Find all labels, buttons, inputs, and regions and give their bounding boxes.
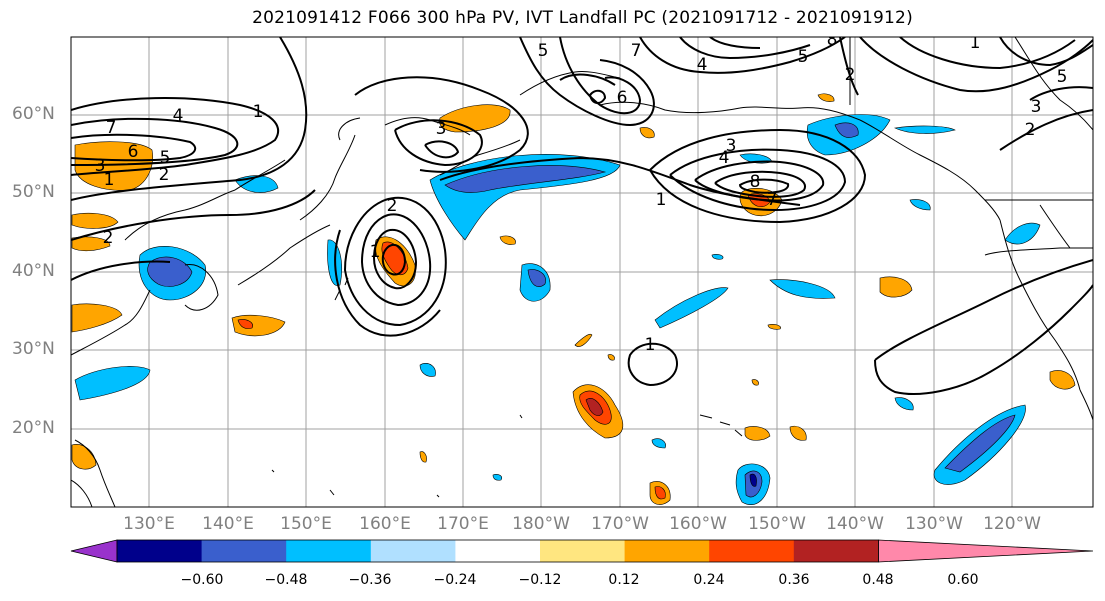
contour-label: 1 bbox=[970, 33, 981, 53]
lon-label: 130°W bbox=[905, 514, 963, 534]
contour-label: 4 bbox=[719, 148, 730, 168]
lat-label-30n: 30°N bbox=[12, 339, 55, 359]
lon-label: 130°E bbox=[123, 514, 175, 534]
coastlines bbox=[71, 37, 1093, 507]
lat-label-60n: 60°N bbox=[12, 104, 55, 124]
colorbar-tick: 0.48 bbox=[862, 572, 894, 588]
colorbar bbox=[70, 539, 1094, 563]
colorbar-tick: 0.12 bbox=[608, 572, 640, 588]
colorbar-extend-high bbox=[878, 539, 1094, 563]
colorbar-tick: −0.60 bbox=[180, 572, 224, 588]
lon-label: 150°W bbox=[748, 514, 806, 534]
contour-label: 8 bbox=[827, 30, 838, 50]
colorbar-swatch bbox=[540, 540, 626, 562]
colorbar-swatch bbox=[793, 540, 879, 562]
contour-label: 3 bbox=[95, 156, 106, 176]
colorbar-tick: 0.60 bbox=[947, 572, 979, 588]
lon-label: 160°E bbox=[359, 514, 411, 534]
plot-area: 7 4 1 6 5 3 2 1 2 2 1 5 7 4 6 8 3 5 4 3 … bbox=[71, 30, 1093, 507]
contour-label: 4 bbox=[173, 106, 184, 126]
lon-label: 140°W bbox=[826, 514, 884, 534]
colorbar-extend-low bbox=[70, 539, 118, 563]
contour-label: 4 bbox=[697, 55, 708, 75]
contour-label: 5 bbox=[538, 41, 549, 61]
colorbar-swatch bbox=[455, 540, 541, 562]
contour-label: 1 bbox=[656, 190, 667, 210]
lon-label: 160°W bbox=[669, 514, 727, 534]
colorbar-tick: −0.24 bbox=[433, 572, 477, 588]
colorbar-tick: −0.48 bbox=[264, 572, 308, 588]
colorbar-swatch bbox=[201, 540, 287, 562]
lon-label: 150°E bbox=[280, 514, 332, 534]
contour-labels: 7 4 1 6 5 3 2 1 2 2 1 5 7 4 6 8 3 5 4 3 … bbox=[95, 30, 1068, 355]
lon-label: 170°E bbox=[437, 514, 489, 534]
colorbar-swatch bbox=[624, 540, 710, 562]
plot-border bbox=[70, 36, 1094, 508]
contour-label: 8 bbox=[750, 172, 761, 192]
contour-label: 2 bbox=[159, 165, 170, 185]
contour-label: 1 bbox=[645, 335, 656, 355]
colorbar-swatch bbox=[286, 540, 372, 562]
contour-label: 2 bbox=[845, 65, 856, 85]
contour-label: 3 bbox=[726, 136, 737, 156]
contour-label: 7 bbox=[767, 190, 778, 210]
lon-label: 140°E bbox=[202, 514, 254, 534]
contour-label: 6 bbox=[617, 88, 628, 108]
colorbar-tick: 0.36 bbox=[778, 572, 810, 588]
contour-label: 5 bbox=[1057, 67, 1068, 87]
lon-label: 170°W bbox=[591, 514, 649, 534]
contour-label: 5 bbox=[160, 148, 171, 168]
contour-label: 2 bbox=[1025, 120, 1036, 140]
contour-label: 3 bbox=[436, 119, 447, 139]
lon-label: 180°W bbox=[512, 514, 570, 534]
contour-label: 7 bbox=[631, 41, 642, 61]
colorbar-tick: −0.36 bbox=[348, 572, 392, 588]
lat-label-40n: 40°N bbox=[12, 261, 55, 281]
contour-label: 6 bbox=[128, 142, 139, 162]
lat-label-50n: 50°N bbox=[12, 182, 55, 202]
contour-label: 1 bbox=[370, 242, 381, 262]
lat-label-20n: 20°N bbox=[12, 418, 55, 438]
colorbar-tick: 0.24 bbox=[693, 572, 725, 588]
contour-label: 7 bbox=[106, 118, 117, 138]
contours bbox=[71, 37, 1093, 395]
contour-label: 5 bbox=[798, 47, 809, 67]
shading-negative bbox=[74, 114, 1041, 506]
lon-label: 120°W bbox=[983, 514, 1041, 534]
colorbar-tick: −0.12 bbox=[518, 572, 562, 588]
colorbar-swatch bbox=[709, 540, 795, 562]
colorbar-swatch bbox=[370, 540, 456, 562]
contour-label: 3 bbox=[1031, 97, 1042, 117]
contour-label: 2 bbox=[103, 228, 114, 248]
map-title: 2021091412 F066 300 hPa PV, IVT Landfall… bbox=[252, 8, 913, 28]
contour-label: 2 bbox=[387, 196, 398, 216]
contour-label: 1 bbox=[104, 170, 115, 190]
contour-label: 1 bbox=[253, 102, 264, 122]
colorbar-frame bbox=[116, 539, 879, 563]
colorbar-swatch bbox=[117, 540, 203, 562]
